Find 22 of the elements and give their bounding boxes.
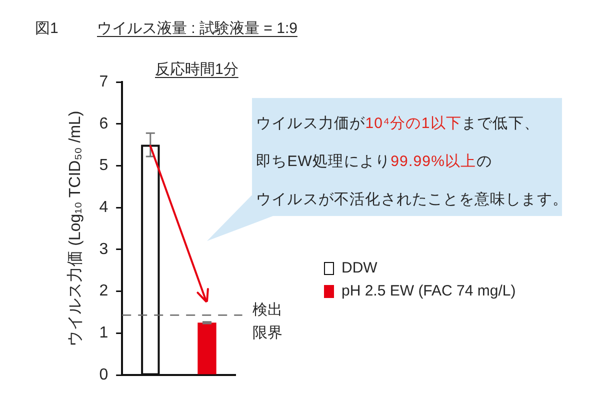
ref-line-label: 検出限界 [252, 301, 282, 342]
y-tick-label: 3 [99, 240, 108, 258]
caption: 図1 [35, 20, 58, 38]
y-tick-label: 1 [99, 324, 108, 342]
text: の [476, 153, 492, 170]
chart-subtitle: 反応時間1分 [155, 61, 238, 79]
y-axis-title: ウイルス力価 (Log₁₀ TCID₅₀ /mL) [66, 110, 84, 346]
y-tick-label: 7 [99, 73, 108, 90]
chart-title: ウイルス液量 : 試験液量 = 1:9 [97, 20, 298, 38]
text: 10⁴分の1以下 [365, 115, 462, 132]
text: まで低下、 [461, 115, 540, 132]
y-tick-label: 2 [99, 282, 108, 300]
text: DDW [342, 260, 378, 277]
text: ウイルスが不活化されたことを意味します。 [256, 191, 568, 208]
y-tick-label: 5 [99, 157, 108, 174]
y-tick-label: 0 [99, 366, 108, 384]
text: 即ちEW処理により [256, 153, 391, 170]
legend-label: pH 2.5 EW (FAC 74 mg/L) [342, 282, 516, 300]
y-tick-label: 4 [99, 198, 108, 216]
text: 99.99%以上 [390, 153, 476, 170]
y-tick-label: 6 [99, 115, 108, 132]
text: ウイルス力価が [256, 115, 366, 132]
